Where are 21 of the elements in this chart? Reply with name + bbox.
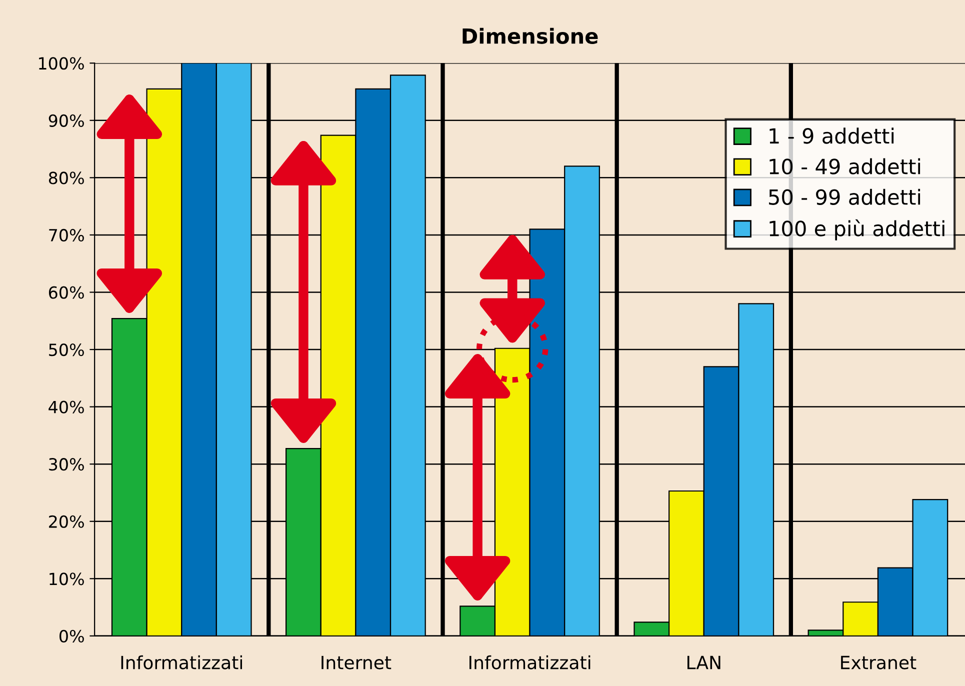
x-tick-label: Extranet (841, 656, 916, 670)
y-tick-label: 90% (48, 114, 84, 127)
x-tick-label: Informatizzati (121, 655, 242, 670)
y-tick-label: 80% (48, 172, 84, 184)
y-tick-label: 70% (49, 228, 84, 242)
y-tick-label: 0% (60, 630, 84, 642)
y-tick-label: 40% (48, 400, 84, 414)
legend-label: 100 e più addetti (770, 219, 944, 240)
chart-title: Dimensione (462, 28, 598, 44)
y-tick-label: 60% (48, 286, 84, 299)
x-tick-label: Informatizzati (469, 655, 590, 670)
legend-label: 50 - 99 addetti (769, 188, 920, 205)
y-tick-label: 10% (50, 572, 84, 586)
y-tick-label: 20% (49, 515, 84, 528)
y-tick-label: 30% (49, 458, 84, 471)
legend-label: 1 - 9 addetti (770, 128, 894, 144)
legend-label: 10 - 49 addetti (770, 158, 920, 174)
x-tick-label: Internet (322, 656, 392, 670)
y-tick-label: 100% (39, 57, 84, 70)
y-tick-label: 50% (49, 343, 84, 356)
x-tick-label: LAN (687, 656, 720, 670)
